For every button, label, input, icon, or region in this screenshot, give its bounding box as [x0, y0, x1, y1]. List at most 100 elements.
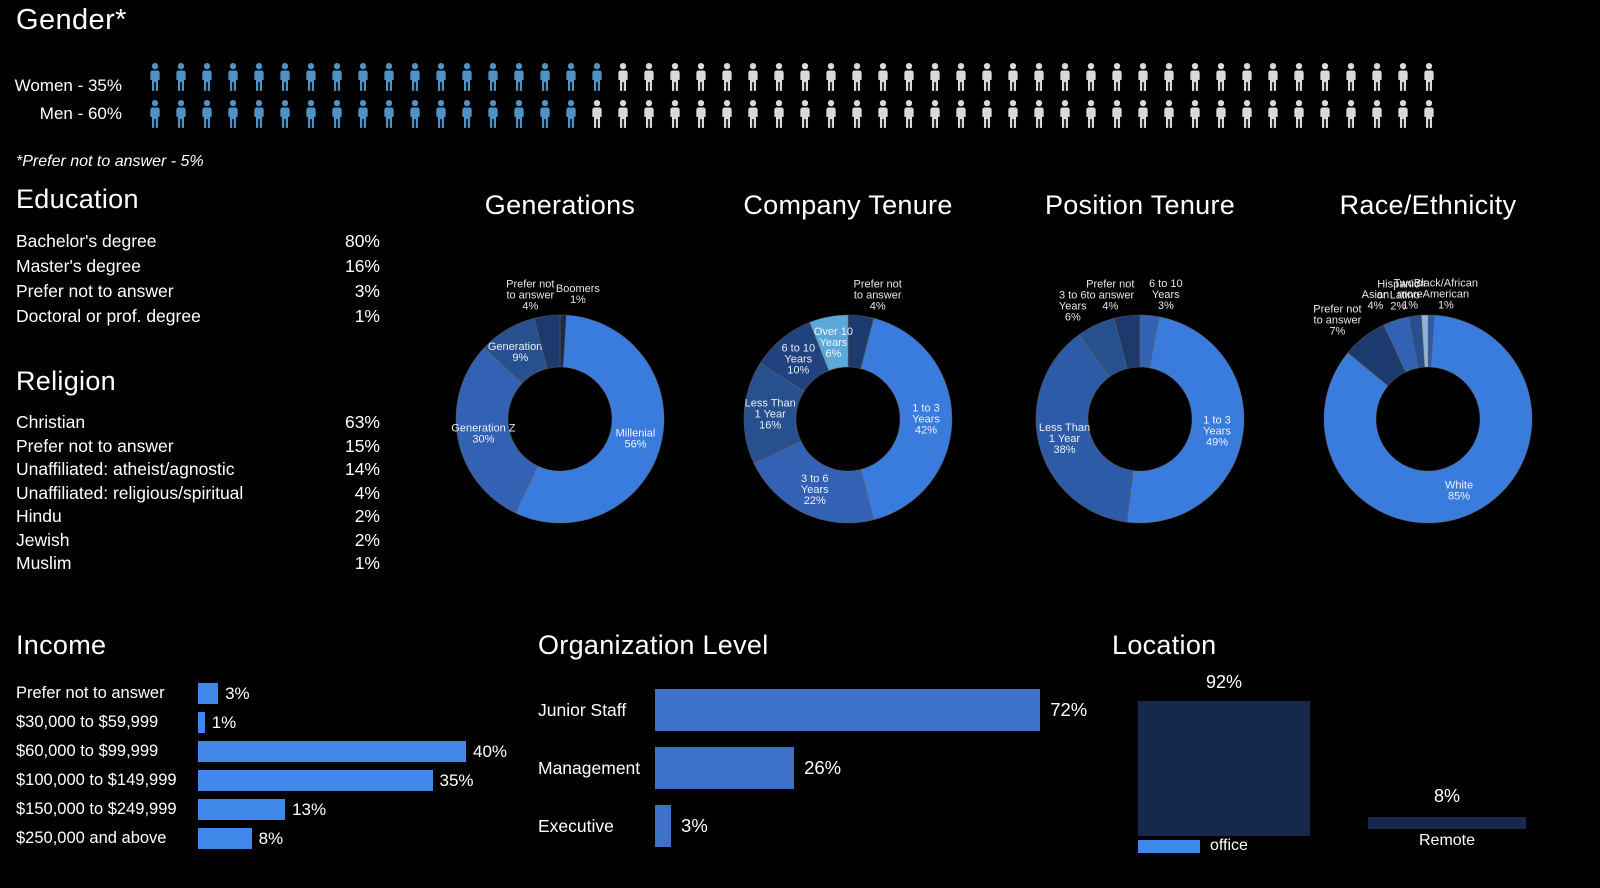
person-icon-woman	[408, 99, 422, 130]
income-bar-prefer-not-to-answer[interactable]	[198, 683, 219, 704]
person-icon-man	[1344, 62, 1358, 93]
person-icon-woman	[434, 99, 448, 130]
org-bar-executive[interactable]	[655, 805, 672, 847]
person-icon-woman	[278, 99, 292, 130]
income-bar-150-000-to-249-999[interactable]	[198, 799, 286, 820]
slice-label-over-10-years: Over 10 Years 6%	[814, 326, 853, 360]
person-icon-man	[1396, 62, 1410, 93]
person-icon-man	[980, 99, 994, 130]
donut-slice-millenial[interactable]	[515, 314, 665, 524]
stat-row-unaffiliated-religious-spiritual: Unaffiliated: religious/spiritual 4%	[16, 482, 380, 506]
person-icon-man	[798, 62, 812, 93]
stat-label: Unaffiliated: atheist/agnostic	[16, 459, 235, 479]
person-icon-man	[1318, 62, 1332, 93]
person-icon-man	[1396, 99, 1410, 130]
remote-bar[interactable]	[1368, 817, 1526, 829]
remote-column-group: 8% Remote	[1368, 786, 1526, 850]
donut-slice-two-or-more[interactable]	[1421, 314, 1429, 368]
income-bar-60-000-to-99-999[interactable]	[198, 741, 466, 762]
donut-slice-over-10-years[interactable]	[809, 314, 849, 372]
person-icon-man	[850, 99, 864, 130]
org-bar-junior-staff[interactable]	[655, 689, 1041, 731]
org-bar-management[interactable]	[655, 747, 795, 789]
office-marker-row: office	[1138, 837, 1310, 855]
office-marker	[1138, 839, 1200, 853]
person-icon-man	[668, 62, 682, 93]
person-icon-man	[1110, 99, 1124, 130]
gender-footnote: *Prefer not to answer - 5%	[16, 153, 204, 170]
person-icon-woman	[486, 99, 500, 130]
donut-slice-1-to-3-years[interactable]	[1126, 316, 1245, 524]
person-icon-woman	[382, 62, 396, 93]
donut-slice-3-to-6-years[interactable]	[753, 440, 875, 524]
donut-slice-1-to-3-years[interactable]	[860, 317, 953, 521]
person-icon-man	[1006, 99, 1020, 130]
person-icon-man	[694, 99, 708, 130]
slice-label-prefer-not-to-answer: Prefer not to answer 7%	[1313, 304, 1361, 338]
location-title: Location	[1112, 630, 1217, 660]
stat-row-bachelor-s-degree: Bachelor's degree 80%	[16, 229, 380, 254]
donut-chart-race-ethnicity: Black/African American 1% White 85% Prefer no…	[1313, 278, 1533, 524]
stat-label: Bachelor's degree	[16, 231, 157, 251]
person-icon-man	[850, 62, 864, 93]
person-icon-man	[1058, 99, 1072, 130]
income-category-label: $100,000 to $149,999	[16, 771, 177, 789]
income-category-label: $60,000 to $99,999	[16, 742, 159, 760]
stat-value: 2%	[354, 506, 380, 526]
income-bar-250-000-and-above[interactable]	[198, 828, 252, 849]
income-bar-30-000-to-59-999[interactable]	[198, 712, 205, 733]
person-icon-man	[824, 99, 838, 130]
stat-value: 63%	[344, 412, 380, 432]
person-icon-man	[616, 99, 630, 130]
stat-row-unaffiliated-atheist-agnostic: Unaffiliated: atheist/agnostic 14%	[16, 458, 380, 482]
person-icon-man	[1006, 62, 1020, 93]
person-icon-man	[824, 62, 838, 93]
stat-label: Christian	[16, 412, 86, 432]
income-value-label: 35%	[439, 770, 474, 790]
office-column[interactable]	[1138, 701, 1310, 836]
slice-label-hispanic-or-latino: Hispanic or Latino 2%	[1377, 279, 1420, 313]
income-section: Income Prefer not to answer 3% $30,000 to …	[16, 630, 507, 853]
income-bar-100-000-to-149-999[interactable]	[198, 770, 433, 791]
religion-list: Christian 63% Prefer not to answer 15% Unaff…	[16, 411, 380, 576]
person-icon-man	[1240, 99, 1254, 130]
donut-slice-prefer-not-to-answer[interactable]	[1113, 314, 1141, 370]
income-value-label: 8%	[258, 828, 284, 848]
donut-slice-white[interactable]	[1323, 314, 1533, 524]
donut-slice-less-than-1-year[interactable]	[1035, 334, 1134, 523]
person-icon-woman	[356, 62, 370, 93]
stat-row-prefer-not-to-answer: Prefer not to answer 3%	[16, 279, 380, 304]
gender-legend: Women - 35% Men - 60%	[10, 72, 122, 128]
person-icon-man	[902, 99, 916, 130]
income-category-label: $30,000 to $59,999	[16, 713, 159, 731]
slice-label-less-than-1-year: Less Than 1 Year 38%	[1039, 422, 1090, 456]
stat-label: Prefer not to answer	[16, 435, 174, 456]
donut-chart-position-tenure: 6 to 10 Years 3% 1 to 3 Years 49% Less Than 1 Y…	[1035, 278, 1245, 524]
gender-pictogram	[148, 56, 1436, 130]
chart-generations: Generations Boomers 1% Millenial 56% Generat…	[410, 190, 710, 569]
income-category-label: $250,000 and above	[16, 829, 167, 847]
slice-label-prefer-not-to-answer: Prefer not to answer 4%	[1086, 279, 1134, 313]
person-icon-man	[1370, 62, 1384, 93]
person-icon-woman	[408, 62, 422, 93]
income-bar-chart: Prefer not to answer 3% $30,000 to $59,999…	[16, 679, 507, 853]
person-icon-man	[928, 99, 942, 130]
stat-label: Prefer not to answer	[16, 281, 174, 301]
person-icon-woman	[538, 99, 552, 130]
stat-row-master-s-degree: Master's degree 16%	[16, 254, 380, 279]
stat-label: Muslim	[16, 553, 72, 573]
slice-label-generation-x: Generation X 9%	[488, 341, 553, 364]
income-value-label: 1%	[211, 712, 237, 732]
donut-slice-generation-z[interactable]	[455, 347, 539, 514]
stat-value: 4%	[354, 482, 380, 503]
person-icon-woman	[382, 99, 396, 130]
slice-label-prefer-not-to-answer: Prefer not to answer 4%	[506, 279, 554, 313]
donut-slice-prefer-not-to-answer[interactable]	[533, 314, 561, 370]
org-value-label: 26%	[804, 757, 842, 778]
org-level-section: Organization Level Junior Staff 72% Manage…	[538, 630, 1087, 855]
income-row-prefer-not-to-answer: Prefer not to answer 3%	[16, 679, 507, 708]
stat-row-jewish: Jewish 2%	[16, 529, 380, 553]
legend-men: Men - 60%	[39, 104, 122, 123]
person-icon-man	[1110, 62, 1124, 93]
person-icon-man	[1136, 99, 1150, 130]
